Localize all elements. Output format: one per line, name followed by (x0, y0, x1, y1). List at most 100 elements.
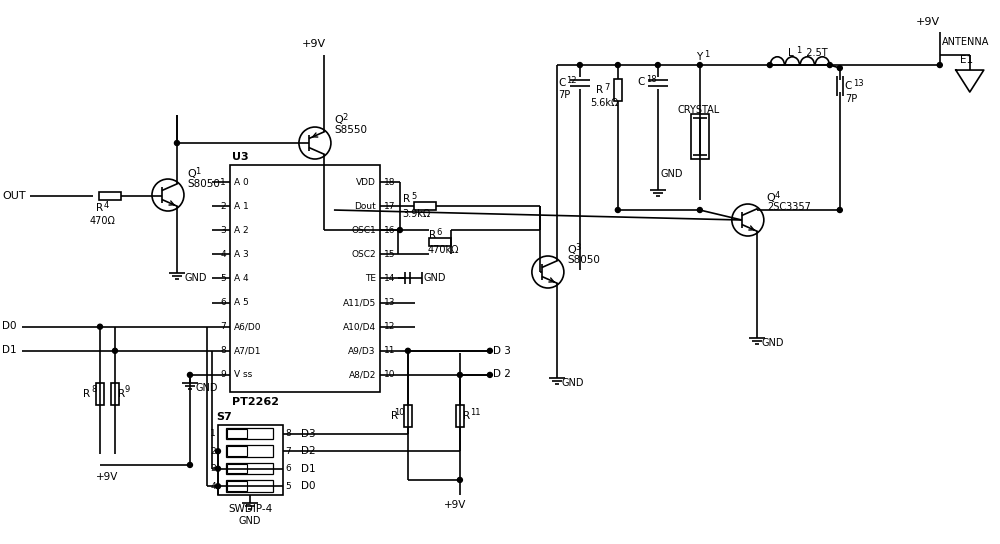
Text: 14: 14 (384, 274, 395, 283)
Text: GND: GND (238, 516, 261, 526)
Text: 5: 5 (411, 191, 416, 201)
Text: 4: 4 (104, 201, 109, 209)
Text: Q: Q (187, 169, 196, 179)
Text: S7: S7 (216, 412, 232, 422)
Bar (227, 429, 247, 438)
Text: GND: GND (661, 169, 683, 179)
Bar (226, 446, 273, 457)
Circle shape (215, 484, 220, 489)
Text: A10/D4: A10/D4 (343, 322, 376, 331)
Circle shape (697, 207, 702, 213)
Text: 7: 7 (220, 322, 226, 331)
Text: 15: 15 (384, 250, 395, 259)
Bar (429, 238, 451, 246)
Text: R: R (83, 389, 90, 399)
Text: C: C (638, 77, 645, 87)
Text: R: R (391, 411, 398, 422)
Text: 1: 1 (704, 50, 709, 59)
Text: 3.9kΩ: 3.9kΩ (402, 209, 430, 219)
Circle shape (405, 348, 410, 353)
Text: 2: 2 (210, 447, 216, 456)
Text: ANTENNA: ANTENNA (942, 37, 989, 47)
Bar (456, 405, 464, 428)
Text: 2SC3357: 2SC3357 (767, 202, 811, 212)
Text: Y: Y (696, 52, 702, 62)
Text: A 0: A 0 (234, 177, 249, 187)
Text: SWDIP-4: SWDIP-4 (228, 504, 273, 514)
Text: 7P: 7P (558, 90, 570, 100)
Text: Q: Q (567, 245, 576, 255)
Text: GND: GND (196, 383, 218, 393)
Text: GND: GND (185, 273, 207, 283)
Circle shape (187, 373, 192, 378)
Text: A7/D1: A7/D1 (234, 347, 261, 355)
Circle shape (112, 348, 117, 353)
Text: 10: 10 (384, 370, 395, 379)
Circle shape (615, 207, 620, 213)
Text: 8: 8 (285, 429, 291, 438)
Text: VDD: VDD (356, 177, 376, 187)
Circle shape (487, 373, 492, 378)
Circle shape (457, 478, 462, 483)
Text: 11: 11 (470, 408, 480, 417)
Text: A8/D2: A8/D2 (349, 370, 376, 379)
Circle shape (837, 65, 842, 71)
Bar (691, 114, 709, 159)
Text: E1: E1 (960, 55, 973, 65)
Bar (226, 480, 273, 492)
Text: 5: 5 (220, 274, 226, 283)
Text: +9V: +9V (96, 472, 118, 482)
Text: 6: 6 (220, 298, 226, 307)
Bar (227, 481, 247, 491)
Text: 8: 8 (220, 347, 226, 355)
Circle shape (397, 227, 402, 232)
Text: D 2: D 2 (493, 369, 511, 379)
Text: 4: 4 (220, 250, 226, 259)
Circle shape (215, 466, 220, 471)
Text: OSC1: OSC1 (351, 226, 376, 235)
Text: GND: GND (424, 274, 446, 283)
Text: D1: D1 (2, 345, 17, 355)
Bar (227, 447, 247, 456)
Text: 1: 1 (796, 46, 801, 54)
Text: D1: D1 (301, 463, 316, 474)
Text: 2: 2 (220, 202, 226, 211)
Circle shape (457, 373, 462, 378)
Text: A 5: A 5 (234, 298, 249, 307)
Circle shape (187, 462, 192, 467)
Text: 13: 13 (384, 298, 395, 307)
Text: 9: 9 (125, 385, 130, 394)
Text: V ss: V ss (234, 370, 252, 379)
Text: C: C (845, 81, 852, 91)
Text: 7P: 7P (845, 94, 857, 104)
Circle shape (837, 207, 842, 213)
Circle shape (487, 348, 492, 353)
Text: 10: 10 (394, 408, 405, 417)
Text: R: R (96, 203, 103, 213)
Text: A6/D0: A6/D0 (234, 322, 261, 331)
Text: R: R (463, 411, 470, 422)
Text: 2: 2 (342, 113, 347, 121)
Text: L: L (788, 48, 794, 58)
Text: 3: 3 (210, 464, 216, 473)
Text: S8050: S8050 (187, 179, 220, 189)
Text: 18: 18 (384, 177, 395, 187)
Text: A9/D3: A9/D3 (348, 347, 376, 355)
Text: 5: 5 (285, 481, 291, 491)
Text: 3: 3 (575, 243, 580, 251)
Text: R: R (596, 85, 603, 95)
Text: C: C (558, 78, 565, 88)
Text: 470Ω: 470Ω (90, 216, 116, 226)
Text: PT2262: PT2262 (232, 397, 279, 407)
Text: 470kΩ: 470kΩ (427, 245, 459, 255)
Text: 9: 9 (220, 370, 226, 379)
Circle shape (655, 63, 660, 67)
Text: 4: 4 (775, 190, 780, 200)
Bar (414, 202, 436, 210)
Text: 1: 1 (195, 166, 200, 176)
Text: Dout: Dout (354, 202, 376, 211)
Circle shape (97, 324, 102, 329)
Text: CRYSTAL: CRYSTAL (678, 105, 720, 115)
Text: A 1: A 1 (234, 202, 249, 211)
Text: 13: 13 (853, 78, 863, 88)
